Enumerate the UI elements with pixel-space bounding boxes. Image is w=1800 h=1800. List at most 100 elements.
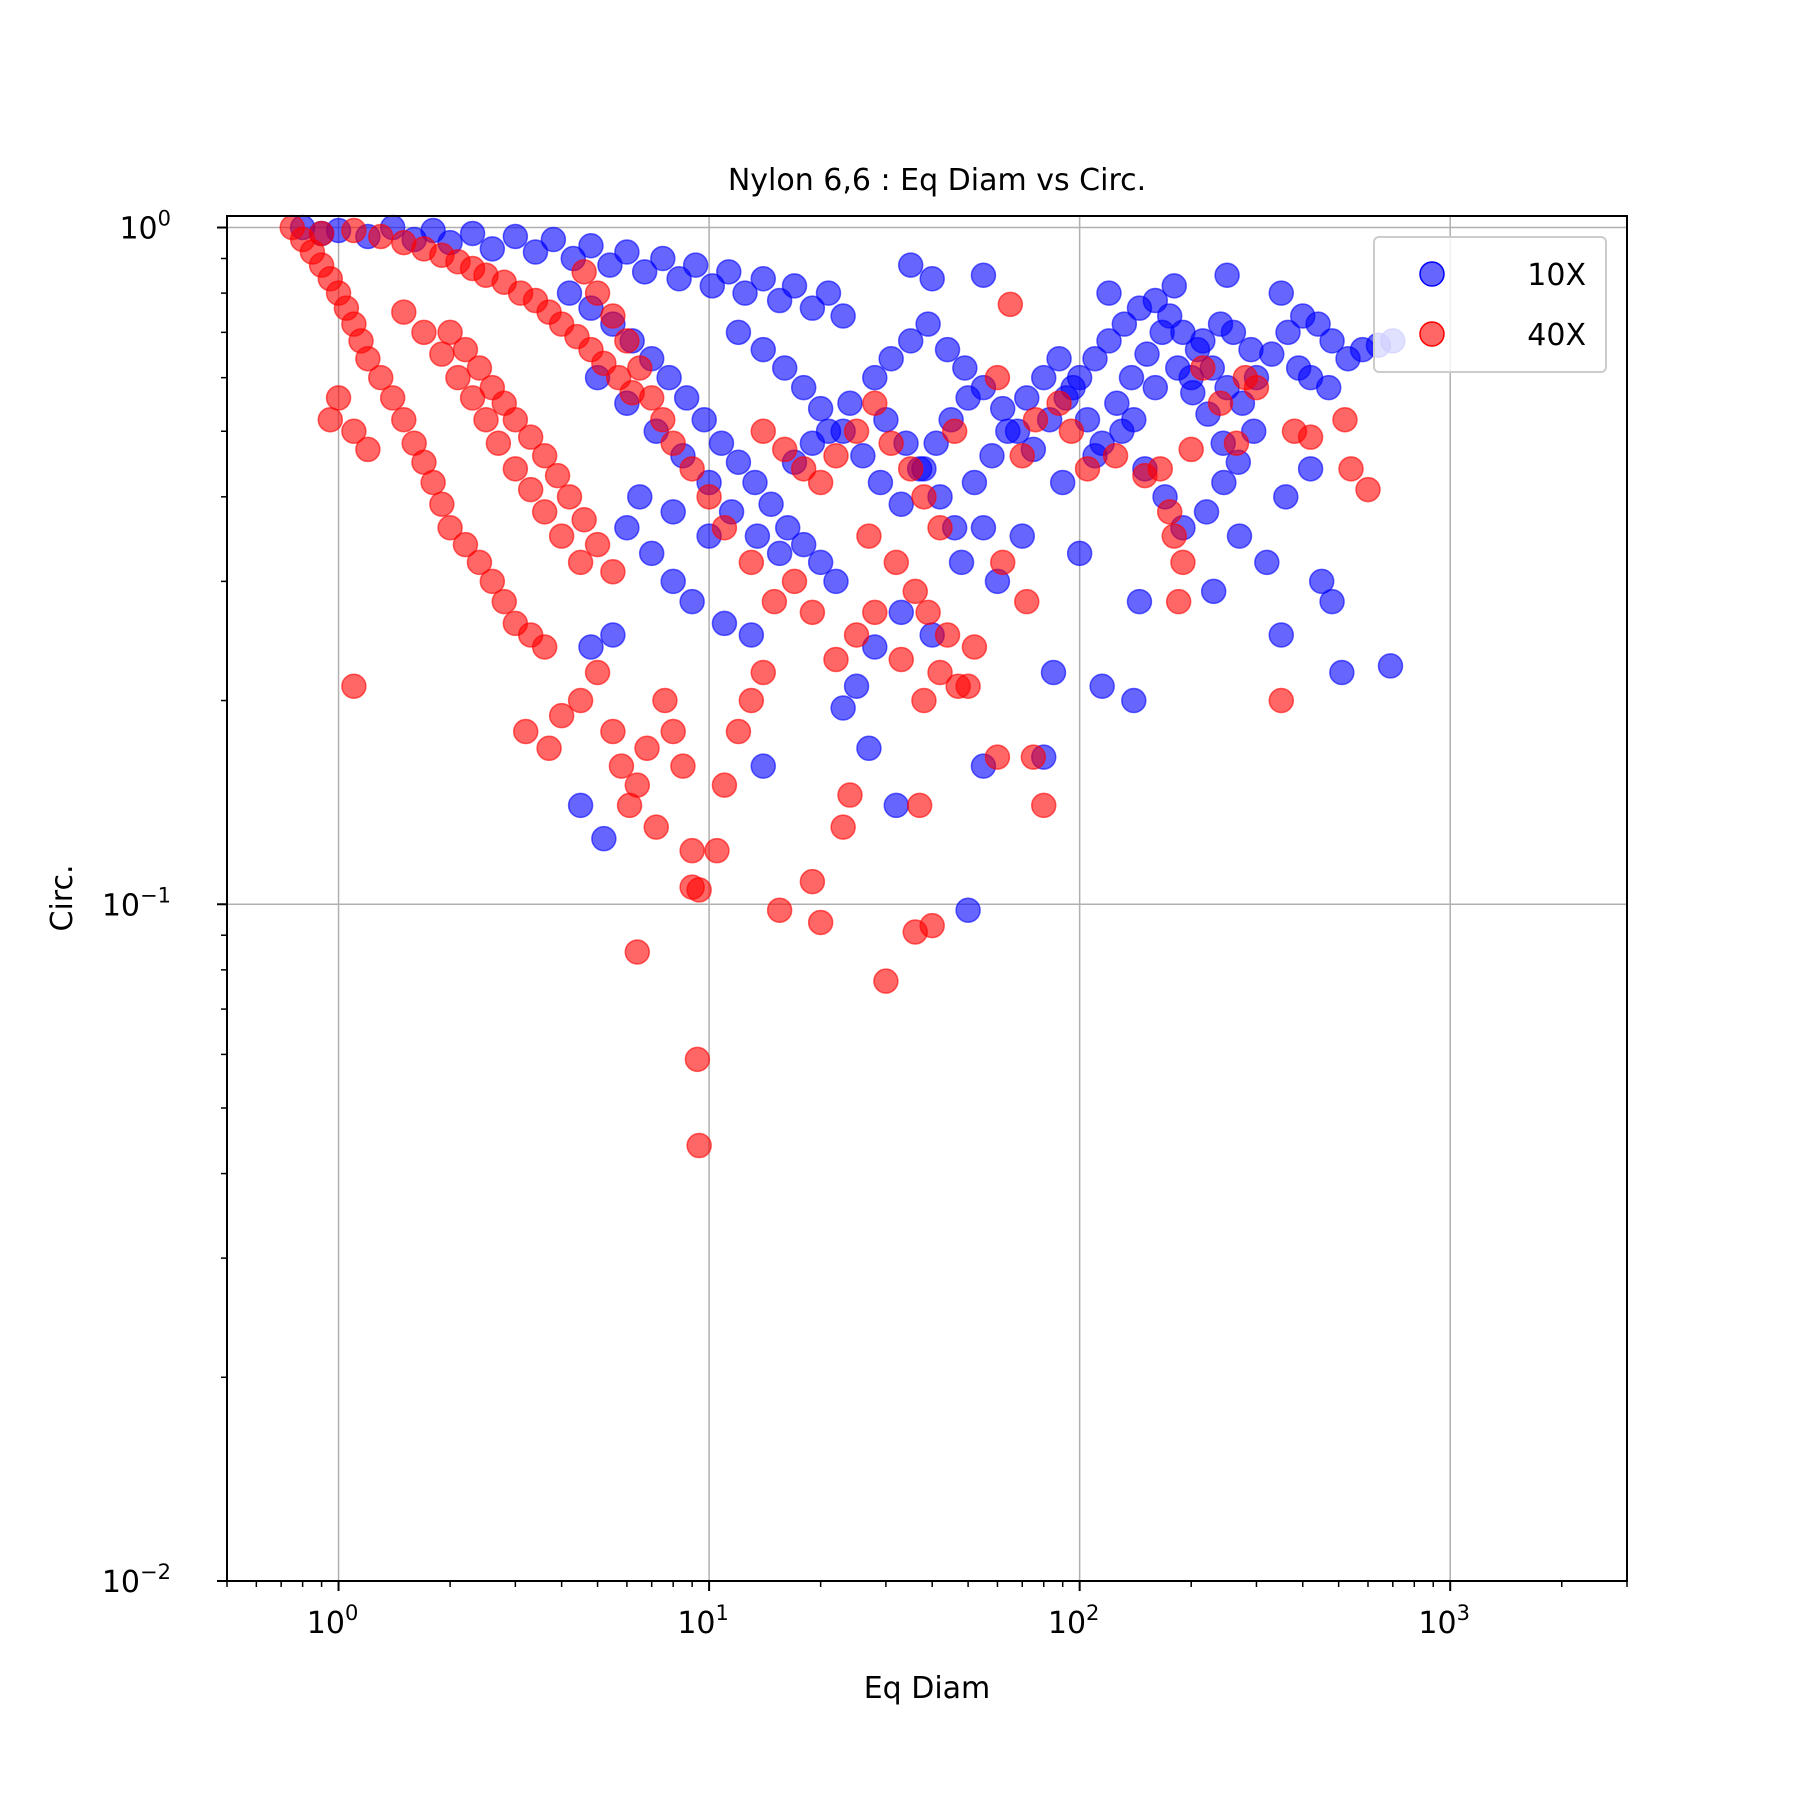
data-point-40x	[1161, 523, 1187, 549]
data-point-10x	[1254, 549, 1280, 576]
data-point-10x	[1308, 568, 1335, 595]
data-point-40x	[584, 280, 611, 306]
data-point-40x	[771, 436, 798, 463]
data-point-10x	[830, 695, 856, 721]
data-point-40x	[837, 782, 863, 808]
data-point-40x	[670, 753, 696, 779]
data-point-10x	[923, 430, 949, 456]
data-point-40x	[761, 588, 788, 615]
data-point-10x	[597, 252, 623, 278]
data-point-10x	[614, 239, 640, 265]
data-point-40x	[473, 406, 499, 433]
data-point-10x	[1190, 328, 1216, 354]
data-point-10x	[1096, 328, 1122, 354]
data-point-10x	[1082, 345, 1108, 372]
data-point-10x	[897, 252, 924, 278]
data-point-10x	[600, 622, 626, 648]
data-point-40x	[878, 430, 904, 456]
data-point-40x	[941, 418, 968, 444]
data-point-10x	[1014, 385, 1040, 411]
data-point-40x	[341, 673, 367, 699]
data-point-10x	[837, 390, 863, 416]
data-point-40x	[679, 456, 705, 482]
data-point-40x	[856, 523, 882, 549]
data-point-40x	[725, 718, 752, 745]
data-point-10x	[682, 252, 709, 278]
data-point-40x	[696, 484, 722, 510]
data-point-10x	[1240, 418, 1267, 444]
data-point-10x	[742, 469, 768, 496]
data-point-40x	[750, 418, 776, 444]
data-point-40x	[1297, 424, 1324, 450]
data-point-10x	[459, 220, 486, 247]
data-point-10x	[1089, 673, 1115, 699]
data-point-10x	[771, 355, 798, 381]
data-point-40x	[1030, 792, 1057, 819]
data-point-10x	[556, 280, 583, 306]
data-point-40x	[512, 718, 539, 745]
data-point-10x	[732, 280, 758, 306]
data-point-40x	[650, 406, 676, 433]
data-point-10x	[878, 345, 904, 372]
data-point-10x	[867, 469, 894, 496]
y-tick-label: 10−2	[102, 1560, 171, 1600]
data-point-10x	[666, 266, 692, 292]
data-point-10x	[691, 406, 717, 433]
data-point-10x	[1211, 469, 1237, 496]
data-point-40x	[686, 1132, 712, 1159]
data-point-10x	[1142, 374, 1169, 401]
data-point-10x	[989, 395, 1016, 422]
data-point-10x	[830, 303, 856, 329]
y-tick-label: 100	[119, 207, 171, 247]
data-point-40x	[984, 744, 1011, 770]
data-point-10x	[888, 599, 914, 626]
data-point-10x	[970, 262, 997, 289]
data-point-10x	[1134, 341, 1160, 367]
data-point-10x	[673, 385, 700, 411]
data-point-40x	[830, 814, 856, 840]
data-point-40x	[862, 390, 888, 416]
data-point-40x	[934, 622, 961, 648]
data-point-40x	[873, 968, 899, 994]
data-point-10x	[1121, 406, 1147, 433]
data-point-10x	[1319, 588, 1345, 615]
data-point-40x	[627, 355, 653, 381]
y-tick-label: 10−1	[102, 883, 171, 923]
data-point-40x	[679, 837, 705, 864]
data-point-40x	[355, 436, 381, 463]
data-point-10x	[614, 515, 640, 541]
data-point-10x	[843, 673, 870, 699]
data-point-40x	[624, 939, 651, 965]
data-point-40x	[888, 646, 914, 673]
data-point-10x	[823, 568, 849, 595]
data-point-10x	[660, 568, 686, 595]
data-point-10x	[502, 223, 529, 250]
data-point-10x	[1126, 588, 1153, 615]
data-point-40x	[790, 456, 817, 482]
data-point-40x	[1022, 406, 1049, 433]
data-point-40x	[391, 299, 417, 325]
data-point-10x	[578, 232, 604, 259]
data-point-40x	[704, 837, 730, 864]
data-point-40x	[420, 469, 446, 496]
data-point-10x	[807, 395, 834, 422]
data-point-10x	[1238, 336, 1264, 363]
data-point-40x	[902, 578, 928, 605]
data-point-10x	[790, 531, 817, 558]
data-point-40x	[567, 687, 594, 714]
data-point-10x	[1220, 319, 1247, 346]
data-point-40x	[567, 549, 594, 576]
data-point-10x	[711, 610, 738, 637]
data-point-10x	[750, 336, 776, 363]
x-axis-label: Eq Diam	[864, 1671, 991, 1706]
data-point-40x	[781, 568, 808, 595]
data-point-10x	[1049, 469, 1076, 496]
data-point-40x	[517, 424, 544, 450]
data-point-40x	[1332, 406, 1358, 433]
data-point-40x	[614, 328, 640, 354]
data-point-40x	[679, 874, 705, 900]
data-point-10x	[815, 418, 842, 444]
x-tick-label: 100	[307, 1601, 359, 1641]
data-point-10x	[578, 634, 604, 660]
